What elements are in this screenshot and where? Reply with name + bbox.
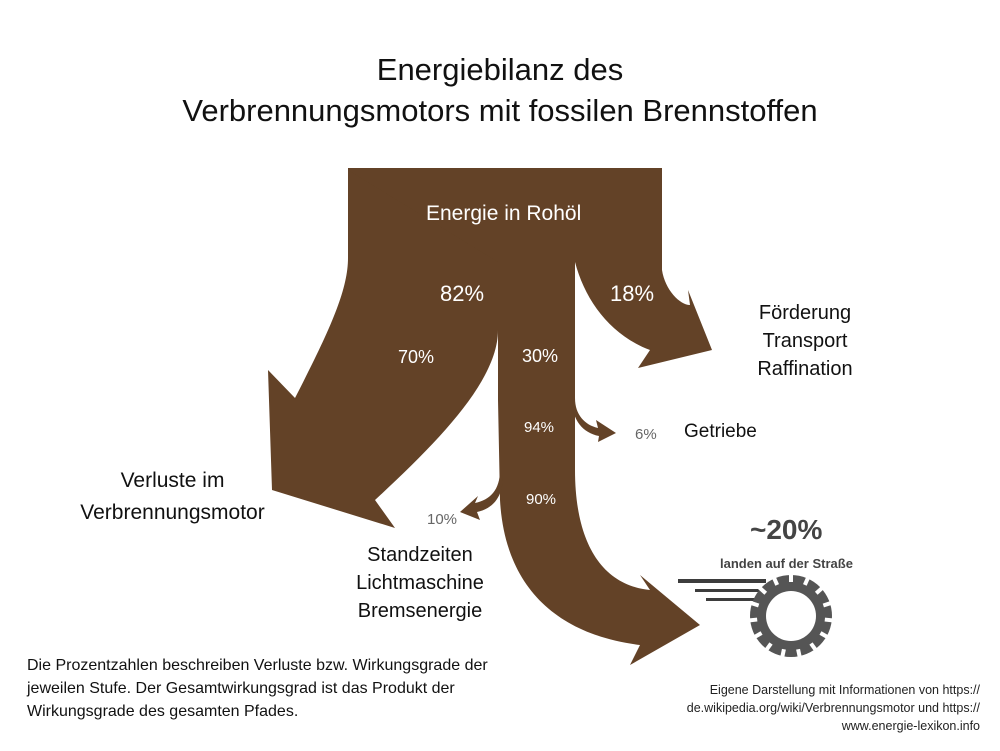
source-flow (348, 168, 662, 330)
source-line-1: Eigene Darstellung mit Informationen von… (709, 683, 980, 697)
speed-lines-icon (678, 579, 766, 601)
production-line-3: Raffination (757, 358, 853, 380)
gearbox-destination: Getriebe (684, 421, 757, 442)
source-line-3: www.energie-lexikon.info (841, 719, 980, 733)
idle-line-2: Lichtmaschine (356, 572, 484, 594)
drive-efficiency-pct: 90% (526, 491, 557, 508)
source-label: Energie in Rohöl (426, 202, 582, 225)
gearbox-loss-pct: 6% (635, 426, 657, 443)
idle-line-3: Bremsenergie (357, 600, 483, 622)
source-line-2: de.wikipedia.org/wiki/Verbrennungsmotor … (686, 701, 980, 715)
production-destination: Förderung Transport Raffination (745, 299, 865, 383)
engine-loss-line-2: Verbrennungsmotor (80, 501, 265, 524)
note-line-3: Wirkungsgrade des gesamten Pfades. (27, 703, 299, 720)
engine-loss-destination: Verluste im Verbrennungsmotor (60, 465, 285, 529)
wheel-icon (748, 573, 834, 659)
engine-output-flow (498, 262, 700, 665)
engine-loss-flow (268, 170, 498, 528)
engine-loss-pct: 70% (398, 347, 435, 367)
idle-line-1: Standzeiten (367, 544, 473, 566)
production-line-1: Förderung (758, 302, 852, 324)
production-branch-pct: 18% (610, 281, 655, 306)
engine-output-pct: 30% (522, 346, 559, 366)
note-line-2: jeweilen Stufe. Der Gesamtwirkungsgrad i… (27, 680, 455, 697)
source-credit: Eigene Darstellung mit Informationen von… (687, 681, 980, 735)
main-branch-pct: 82% (440, 281, 485, 306)
title-line-1: Energiebilanz des (376, 52, 624, 87)
idle-loss-flow (460, 470, 503, 520)
result-value: ~20% (750, 514, 823, 545)
gearbox-efficiency-pct: 94% (524, 419, 555, 436)
idle-destination: Standzeiten Lichtmaschine Bremsenergie (345, 541, 495, 625)
title-line-2: Verbrennungsmotors mit fossilen Brennsto… (182, 93, 818, 128)
idle-loss-pct: 10% (427, 511, 458, 528)
explanation-note: Die Prozentzahlen beschreiben Verluste b… (27, 654, 488, 723)
production-flow (575, 258, 712, 368)
production-line-2: Transport (762, 330, 848, 352)
note-line-1: Die Prozentzahlen beschreiben Verluste b… (27, 657, 488, 674)
gearbox-loss-flow (572, 398, 616, 442)
engine-loss-line-1: Verluste im (120, 469, 225, 492)
result-caption: landen auf der Straße (720, 556, 853, 571)
